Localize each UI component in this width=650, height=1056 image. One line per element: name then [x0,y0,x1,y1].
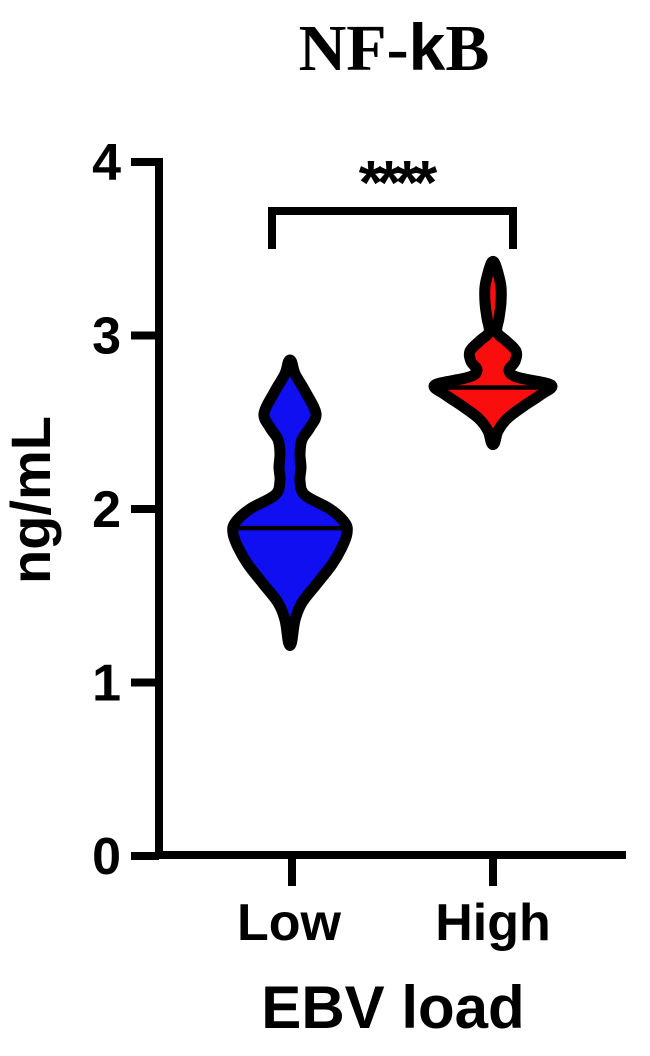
y-axis-title: ng/mL [0,416,62,584]
violin-high [428,255,558,450]
x-axis-title: EBV load [261,974,524,1041]
y-tick-label-0: 0 [92,828,121,886]
chart-title-kappa: k [409,10,446,84]
significance-stars: **** [359,149,438,218]
chart-title: NF-kB [299,10,490,85]
y-tick-label-3: 3 [92,308,121,366]
x-axis: Low High EBV load [155,851,626,1041]
violin-low [227,354,353,651]
y-tick-label-2: 2 [92,481,121,539]
y-axis: 4 3 2 1 0 ng/mL [0,134,163,886]
chart-title-pre: NF- [299,12,409,85]
x-tick-label-high: High [435,894,551,952]
y-tick-label-4: 4 [92,134,121,192]
y-tick-label-1: 1 [92,655,121,713]
chart-title-post: B [445,12,489,85]
significance-bracket [268,207,517,249]
violins [227,255,558,651]
x-tick-label-low: Low [237,894,342,952]
